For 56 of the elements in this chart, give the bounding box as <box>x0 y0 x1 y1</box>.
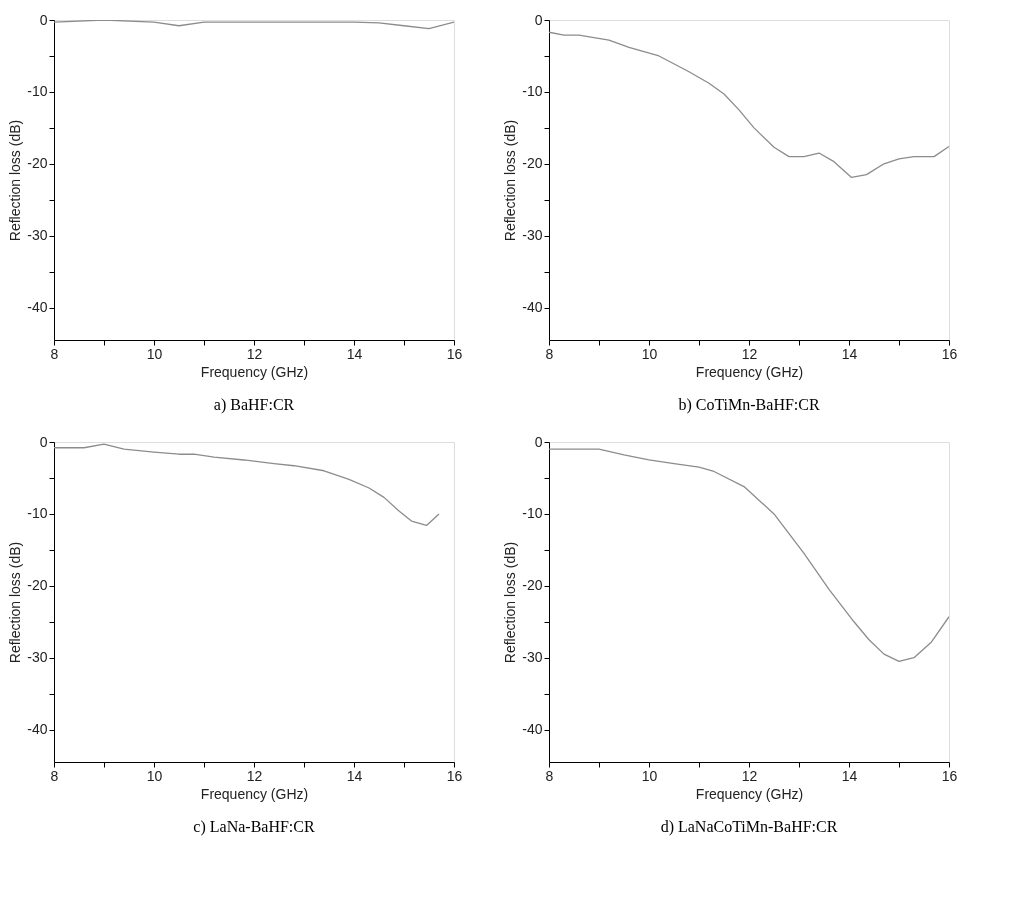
y-tick-label: -10 <box>27 83 48 100</box>
x-tick-label: 12 <box>246 345 263 362</box>
y-tick-label: -30 <box>27 227 48 244</box>
y-tick-label: -10 <box>522 505 543 522</box>
x-tick-label: 14 <box>346 767 363 784</box>
x-tick-label: 14 <box>841 767 858 784</box>
text: a) BaHF:CR <box>213 396 295 414</box>
x-tick-label: 12 <box>741 767 758 784</box>
y-tick-label: -40 <box>27 721 48 738</box>
y-tick-label: -30 <box>522 649 543 666</box>
text: c) LaNa-BaHF:CR <box>193 818 315 836</box>
x-axis-title: Frequency (GHz) <box>200 363 309 380</box>
y-tick-label: 0 <box>39 11 48 28</box>
x-tick-label: 12 <box>741 345 758 362</box>
x-tick-label: 14 <box>346 345 363 362</box>
x-tick-label: 16 <box>446 345 463 362</box>
line-series <box>54 443 440 527</box>
y-tick-label: -40 <box>522 299 543 316</box>
y-tick-label: -10 <box>522 83 543 100</box>
x-tick-label: 14 <box>841 345 858 362</box>
y-axis-title: Reflection loss (dB) <box>7 119 24 242</box>
y-tick-label: -10 <box>27 505 48 522</box>
x-tick-label: 8 <box>545 345 554 362</box>
x-tick-label: 16 <box>941 345 958 362</box>
y-tick-label: 0 <box>39 433 48 450</box>
y-tick-label: -20 <box>27 577 48 594</box>
x-axis-title: Frequency (GHz) <box>695 363 804 380</box>
x-tick-label: 12 <box>246 767 263 784</box>
x-axis-title: Frequency (GHz) <box>200 785 309 802</box>
x-tick-label: 10 <box>146 767 163 784</box>
x-tick-label: 16 <box>941 767 958 784</box>
x-axis-title: Frequency (GHz) <box>695 785 804 802</box>
y-tick-label: -20 <box>522 155 543 172</box>
text: b) CoTiMn-BaHF:CR <box>678 396 820 414</box>
y-tick-label: 0 <box>534 11 543 28</box>
x-tick-label: 8 <box>50 767 59 784</box>
y-tick-label: -40 <box>27 299 48 316</box>
y-axis-title: Reflection loss (dB) <box>7 541 24 664</box>
x-tick-label: 10 <box>641 767 658 784</box>
y-tick-label: -20 <box>27 155 48 172</box>
x-tick-label: 8 <box>545 767 554 784</box>
y-tick-label: 0 <box>534 433 543 450</box>
line-series <box>54 20 454 30</box>
x-tick-label: 8 <box>50 345 59 362</box>
x-tick-label: 10 <box>146 345 163 362</box>
y-tick-label: -30 <box>27 649 48 666</box>
y-axis-title: Reflection loss (dB) <box>502 541 519 664</box>
line-series <box>549 448 949 662</box>
y-tick-label: -20 <box>522 577 543 594</box>
y-tick-label: -30 <box>522 227 543 244</box>
y-tick-label: -40 <box>522 721 543 738</box>
line-series <box>549 31 949 179</box>
x-tick-label: 10 <box>641 345 658 362</box>
x-tick-label: 16 <box>446 767 463 784</box>
text: d) LaNaCoTiMn-BaHF:CR <box>660 818 838 836</box>
y-axis-title: Reflection loss (dB) <box>502 119 519 242</box>
